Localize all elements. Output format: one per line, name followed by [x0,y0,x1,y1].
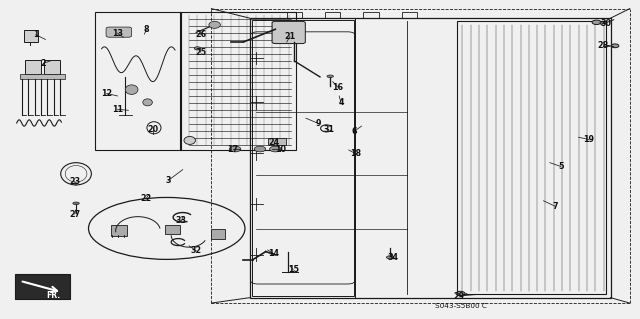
Bar [364,12,379,18]
Text: 29: 29 [454,292,465,300]
Bar [402,12,417,18]
Ellipse shape [611,44,619,48]
Text: 10: 10 [275,145,286,153]
Bar [44,60,60,74]
Bar [24,30,38,42]
Ellipse shape [229,146,241,152]
Text: 5: 5 [558,162,563,171]
Bar [20,74,65,78]
Text: 23: 23 [69,177,81,186]
Text: 2: 2 [41,59,46,68]
Bar [268,138,285,145]
Bar [211,229,225,239]
Text: 1: 1 [33,30,38,39]
Text: 3: 3 [166,176,172,185]
Text: 22: 22 [141,194,152,203]
Bar [95,12,181,150]
Ellipse shape [194,47,200,50]
Ellipse shape [327,75,333,78]
Bar [287,12,302,18]
Text: 28: 28 [597,41,609,50]
Text: 21: 21 [284,32,296,41]
Bar [458,21,606,294]
Ellipse shape [592,20,601,25]
Text: 34: 34 [388,253,399,262]
Text: 4: 4 [339,99,344,108]
Ellipse shape [387,256,394,259]
Text: 27: 27 [69,210,81,219]
Text: 7: 7 [552,202,557,211]
Text: 13: 13 [112,29,123,38]
Text: 24: 24 [268,138,280,147]
Bar [325,12,340,18]
Text: 17: 17 [227,145,238,153]
Text: 11: 11 [112,105,123,114]
Bar [252,20,354,296]
FancyBboxPatch shape [272,21,305,44]
Text: 31: 31 [323,125,335,135]
Text: 19: 19 [583,135,595,144]
Text: 8: 8 [143,26,149,34]
Text: 26: 26 [195,30,206,39]
Text: 33: 33 [176,216,187,225]
Ellipse shape [184,137,195,145]
Bar [15,274,70,299]
Text: 14: 14 [269,249,280,258]
FancyBboxPatch shape [106,27,132,37]
Text: 20: 20 [147,124,158,134]
Text: 15: 15 [287,265,299,274]
Text: 32: 32 [191,246,202,255]
Ellipse shape [209,21,220,28]
Text: 18: 18 [350,149,362,158]
Text: 12: 12 [101,89,112,98]
Ellipse shape [254,146,266,152]
Bar [111,225,127,236]
Bar [179,12,296,150]
Bar [166,225,179,234]
Text: 25: 25 [195,48,206,57]
Ellipse shape [143,99,152,106]
Ellipse shape [73,202,79,204]
Bar [250,18,611,298]
Ellipse shape [269,146,281,152]
Text: 9: 9 [316,119,321,128]
Text: 30: 30 [600,19,612,28]
Ellipse shape [456,291,465,296]
Text: 16: 16 [332,83,344,92]
Text: FR.: FR. [47,291,61,300]
Text: S043-S5B00 C: S043-S5B00 C [435,303,486,309]
Text: 6: 6 [351,127,356,136]
Ellipse shape [125,85,138,94]
Bar [25,60,41,74]
